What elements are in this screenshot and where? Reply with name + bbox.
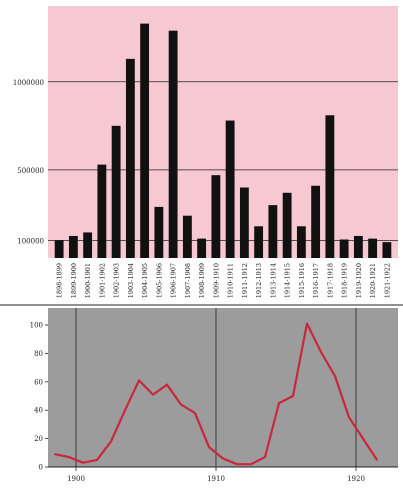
bar [154,206,164,258]
top-x-tick-label: 1903-1904 [127,263,135,298]
bottom-series [54,322,378,466]
top-x-tick-label: 1918-1919 [341,263,349,298]
top-x-tick-label: 1915-1916 [298,263,306,298]
top-gridlines [48,81,398,241]
data-point [334,375,336,378]
top-y-tick-label: 500000 [17,167,44,175]
bottom-y-tick-label: 60 [34,378,43,386]
top-x-tick-label: 1898-1899 [56,263,64,298]
bar [296,226,306,258]
bottom-x-tick-label: 1920 [347,475,365,483]
top-x-tick-label: 1912-1913 [255,263,263,298]
top-x-tick-label: 1905-1906 [155,263,163,298]
top-x-tick-label: 1906-1907 [170,263,178,298]
bar [140,23,150,259]
top-x-tick-label: 1907-1908 [184,263,192,298]
bar [254,226,264,258]
data-point [250,463,252,466]
top-x-tick-label: 1917-1918 [326,263,334,298]
top-bar-chart: 100000 500000 1000000 1898-1899 1899-1900 19… [13,6,398,298]
data-point [124,409,126,412]
data-point [376,459,378,461]
data-point [292,395,294,397]
top-x-tick-label: 1913-1914 [269,263,277,298]
top-x-tick-label: 1909-1910 [212,263,220,298]
top-x-tick-label: 1904-1905 [141,263,149,298]
bottom-y-tick-label: 20 [34,435,43,443]
bottom-y-tick-label: 100 [30,322,43,330]
bar [54,240,64,258]
bar [311,185,321,258]
top-y-tick-label: 1000000 [13,79,44,87]
bar [368,238,378,258]
bar [268,205,278,258]
series-line [54,322,378,466]
bar [239,187,249,258]
bottom-y-axis: 0 20 40 60 80 100 [30,322,48,472]
data-point [320,351,322,353]
top-x-tick-label: 1919-1920 [355,263,363,298]
data-point [194,412,196,414]
top-plot-background [48,6,398,258]
data-point [278,402,280,405]
data-point [110,440,112,443]
bar [111,125,121,258]
data-point [362,437,364,440]
bottom-plot-background [48,308,398,467]
bar [83,232,93,258]
bar [225,120,235,258]
bottom-y-tick-label: 80 [34,350,43,358]
bar [197,238,207,258]
top-x-tick-label: 1920-1921 [369,263,377,298]
data-point [82,461,84,464]
top-x-tick-label: 1910-1911 [227,263,235,298]
bar [339,239,349,258]
data-point [348,416,350,419]
bottom-x-axis: 1900 1910 1920 [67,467,365,483]
bar [125,58,135,259]
data-point [264,456,266,458]
data-point [236,463,238,466]
bottom-y-tick-label: 40 [34,407,43,415]
top-x-tick-label: 1902-1903 [113,263,121,298]
top-x-tick-label: 1899-1900 [70,263,78,298]
top-y-tick-label: 100000 [17,237,44,245]
bottom-gridlines [48,308,398,468]
top-x-tick-label: 1921-1922 [383,263,391,298]
bar [353,235,363,258]
bottom-x-tick-label: 1910 [207,475,225,483]
top-x-tick-label: 1901-1902 [98,263,106,298]
bar [382,242,392,258]
data-point [96,459,98,461]
bar [168,30,178,259]
data-point [166,383,168,386]
bottom-line-chart: 0 20 40 60 80 100 1900 1910 1920 [30,308,398,483]
top-x-tick-label: 1900-1901 [84,263,92,298]
top-x-tick-label: 1908-1909 [198,263,206,298]
bar [182,215,192,258]
bar [68,235,78,258]
bottom-y-tick-label: 0 [39,464,43,472]
top-bars [54,23,392,259]
data-point [54,453,56,456]
bottom-x-tick-label: 1900 [67,475,85,483]
bar [211,175,221,258]
bar [97,164,107,258]
top-x-tick-label: 1914-1915 [284,263,292,298]
data-point [68,456,70,458]
top-x-axis-labels: 1898-1899 1899-1900 1900-1901 1901-1902 1902… [56,263,392,298]
data-point [222,457,224,460]
data-point [138,379,140,382]
data-point [306,322,308,325]
top-x-tick-label: 1911-1912 [241,263,249,298]
data-point [180,403,182,406]
bar [325,115,335,258]
data-point [208,446,210,449]
data-point [152,393,154,396]
top-x-tick-label: 1916-1917 [312,263,320,298]
bar [282,192,292,258]
top-y-axis: 100000 500000 1000000 [13,79,44,246]
